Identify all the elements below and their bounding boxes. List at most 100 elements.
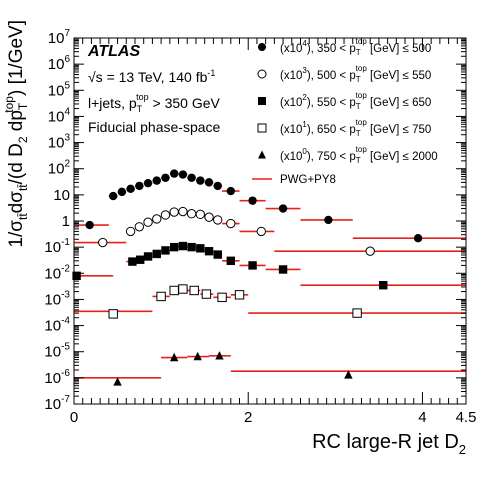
data-marker-circle-filled [135,181,144,191]
y-tick-base: 10 [48,135,65,152]
legend-tail: [GeV] ≤ 500 [367,43,432,55]
data-marker-square-filled [178,241,188,251]
data-marker-square-filled [258,97,266,105]
y-label-b-sub: tt̄ [16,184,30,191]
y-tick-base: 10 [53,187,70,204]
data-marker-circle-open [213,215,223,225]
data-marker-circle-open [195,209,206,220]
data-marker-circle-filled [161,173,170,182]
y-tick-exponent: 6 [64,54,70,65]
y-tick-base: 10 [44,291,61,308]
axes-layer: 10710610510410310210110-110-210-310-410-… [44,28,476,426]
data-marker-circle-open [186,209,197,219]
y-tick-base: 10 [44,370,61,387]
y-tick-exponent: -6 [61,368,70,379]
y-label-a-sub: tt̄ [16,213,30,220]
data-marker-square-open [217,292,227,303]
y-tick-label: 10-3 [44,289,70,308]
y-tick-label: 105 [48,80,71,99]
legend-range: ), 750 < p [307,151,356,163]
legend-scale: (x10 [280,97,302,109]
data-marker-square-open [189,285,199,296]
legend-scale: (x10 [280,43,302,55]
legend-pt-sub: T [356,75,361,84]
y-tick-base: 1 [62,213,70,230]
channel-rest: > 350 GeV [149,95,221,111]
legend-scale-exponent: 2 [302,93,307,102]
x-tick-label: 0 [70,409,78,426]
data-marker-triangle-filled [113,377,122,386]
legend-tail: [GeV] ≤ 2000 [367,151,438,163]
legend-pt-sub: T [356,48,361,57]
y-tick-base: 10 [48,56,65,73]
data-marker-square-filled [213,250,222,259]
data-marker-circle-open [98,237,108,248]
legend-scale-exponent: 0 [302,147,307,156]
energy-text: √s = 13 TeV, 140 fb [88,69,208,85]
data-marker-triangle-filled [215,351,224,360]
data-marker-circle-filled [258,43,266,51]
y-tick-base: 10 [44,265,61,282]
data-marker-square-open [352,308,362,318]
data-marker-circle-open [204,212,214,222]
data-marker-square-filled [128,257,137,266]
data-marker-square-filled [152,249,161,259]
legend-pt-sup: top [356,37,368,46]
data-marker-circle-filled [213,181,222,191]
y-tick-base: 10 [48,108,65,125]
data-marker-square-filled [143,252,153,261]
data-marker-circle-filled [226,186,235,196]
data-marker-circle-open [160,210,171,220]
y-tick-base: 10 [44,344,61,361]
y-axis-label: 1/σtt̄dσtt̄/(d D2 dpTtop) [1/GeV] [2,20,30,248]
y-tick-exponent: -7 [61,394,70,405]
y-label-c-sub: 2 [16,136,30,143]
data-marker-square-filled [136,255,145,264]
channel-sup: top [136,92,149,102]
data-points-layer [72,169,423,386]
data-marker-triangle-filled [169,352,179,362]
y-tick-base: 10 [44,318,61,335]
y-label-d-sup: top [2,96,16,113]
y-tick-exponent: 5 [64,80,70,91]
legend-pt-sup: top [356,91,368,100]
data-marker-square-filled [196,244,205,253]
y-label-c: /(d D [6,143,27,184]
data-marker-circle-filled [204,178,214,187]
y-tick-label: 10-4 [44,316,70,335]
y-tick-label: 103 [48,133,71,152]
channel-text: l+jets, p [88,95,137,111]
y-tick-exponent: -5 [61,342,70,353]
y-tick-label: 107 [48,28,71,47]
data-marker-circle-open [257,69,267,79]
y-tick-label: 10-6 [44,368,70,387]
data-marker-square-filled [187,242,196,252]
data-marker-triangle-filled [344,370,353,379]
data-marker-square-filled [379,281,388,290]
legend-scale: (x10 [280,70,302,82]
data-marker-square-filled [226,256,235,266]
legend-tail: [GeV] ≤ 550 [367,70,432,82]
y-tick-exponent: -2 [61,263,70,274]
data-marker-circle-filled [85,220,94,230]
data-marker-square-filled [204,246,214,256]
y-tick-exponent: -4 [61,316,70,327]
legend-scale: (x10 [280,124,302,136]
legend-range: ), 500 < p [307,70,356,82]
legend-scale: (x10 [280,151,302,163]
data-marker-circle-open [226,218,236,229]
data-marker-square-open [201,289,212,299]
legend-pt-sub: T [356,129,361,138]
data-marker-square-filled [278,265,288,274]
legend-pt-sup: top [356,145,368,154]
y-label-b: dσ [6,191,27,214]
data-marker-circle-filled [126,184,135,194]
y-label-a: 1/σ [6,220,27,248]
data-marker-square-open [257,123,267,133]
channel-label: l+jets, pTtop > 350 GeV [88,92,221,114]
y-tick-exponent: -3 [61,289,70,300]
data-marker-circle-filled [248,196,257,205]
atlas-label: ATLAS [87,43,140,60]
